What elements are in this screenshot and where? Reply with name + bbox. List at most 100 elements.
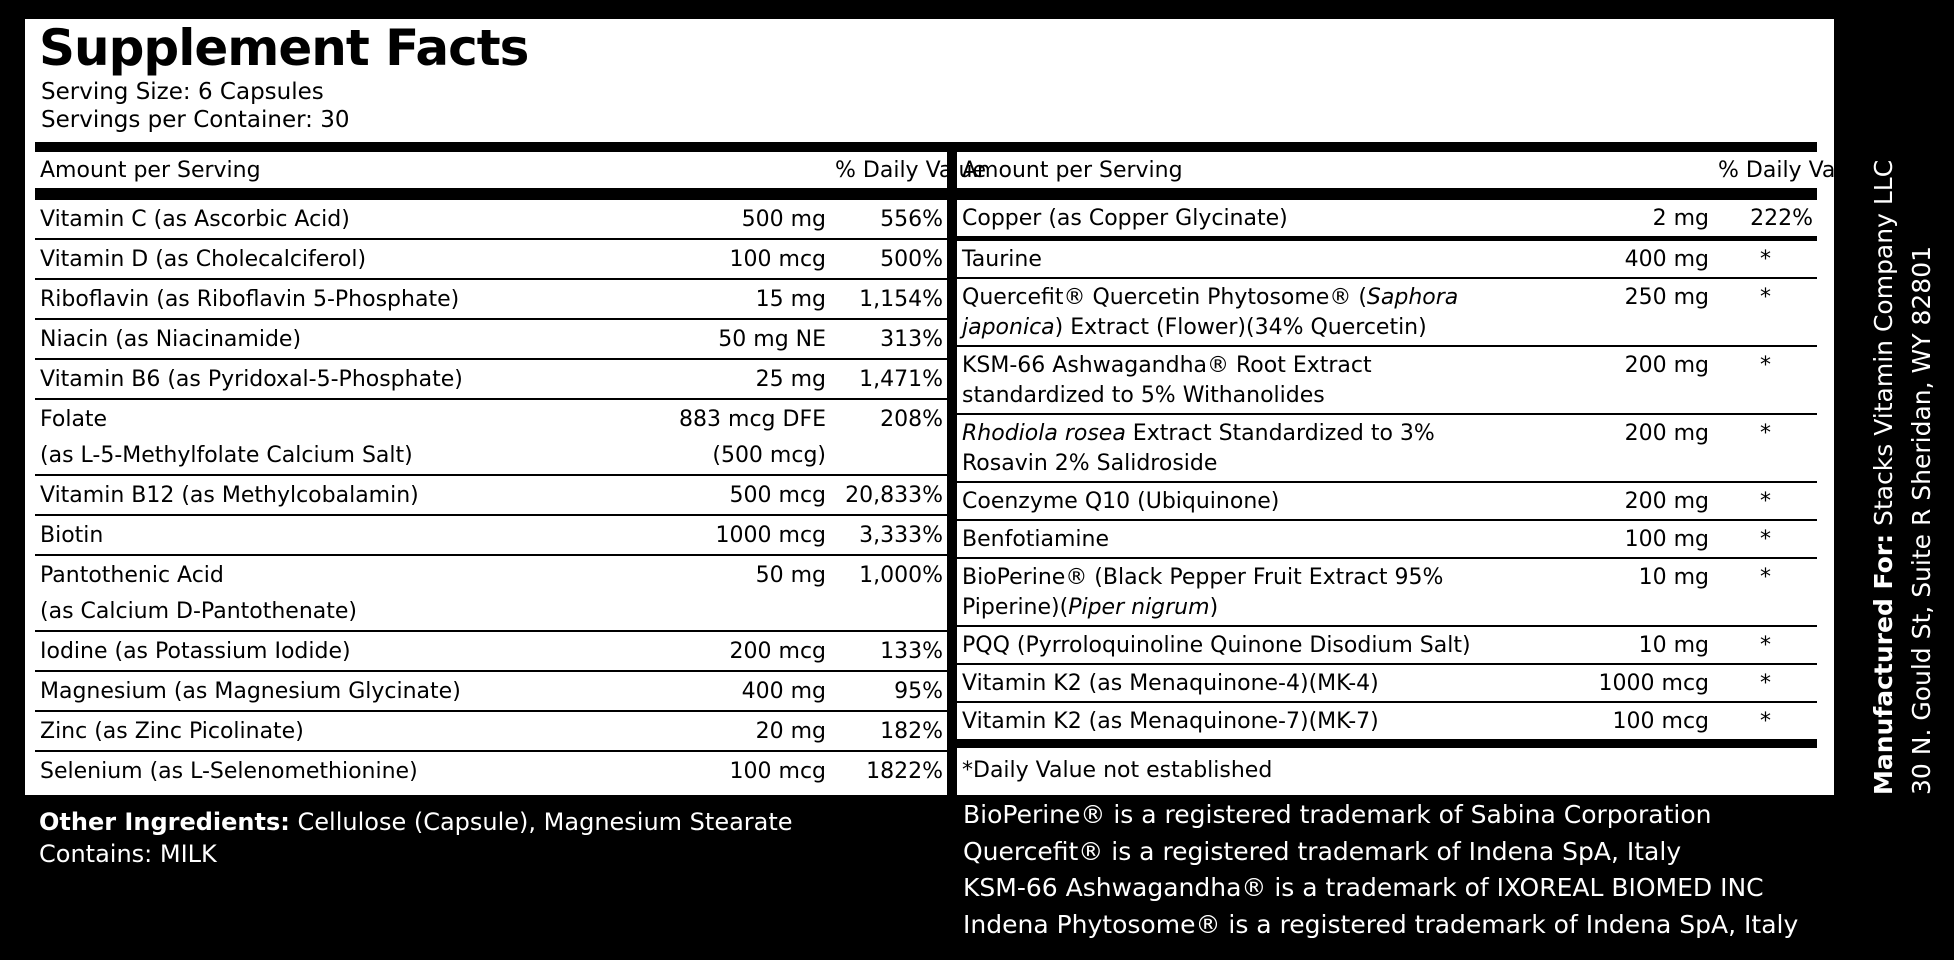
nutrient-row: Benfotiamine 100 mg * [957,520,1818,559]
daily-value: 1822% [866,759,944,784]
trademark: Quercefit® is a registered trademark of … [963,836,1682,866]
cell-text: 100 mcg [1612,709,1710,734]
daily-value: 1,000% [830,555,948,632]
nutrient-amount: 10 mg [1567,558,1714,627]
daily-value: 313% [830,319,948,360]
italic-segment: Rhodiola rosea [962,421,1126,446]
text-line: Folate [40,402,606,438]
line-text: Vitamin B6 (as Pyridoxal-5-Phosphate) [40,367,463,392]
segment: ) [1209,595,1219,620]
nutrient-row: Rhodiola rosea Extract Standardized to 3… [957,414,1818,483]
daily-value: * [1713,664,1818,703]
daily-value: * [1713,626,1818,665]
nutrient-name: BioPerine® (Black Pepper Fruit Extract 9… [957,558,1567,627]
cell-text: 25 mg [755,367,827,392]
nutrient-row: Vitamin K2 (as Menaquinone-7)(MK-7) 100 m… [957,702,1818,748]
manufacturer: Manufactured For: Stacks Vitamin Company… [1865,35,1945,795]
nutrient-name: Vitamin K2 (as Menaquinone-4)(MK-4) [957,664,1567,703]
text-line: Magnesium (as Magnesium Glycinate) [40,674,606,710]
text-line: Vitamin K2 (as Menaquinone-4)(MK-4) [962,669,1563,699]
line-text: BioPerine® (Black Pepper Fruit Extract 9… [962,565,1444,590]
manufacturer-line: Manufactured For: Stacks Vitamin Company… [1865,35,1903,795]
text-line: Rosavin 2% Salidroside [962,449,1563,479]
line-text: Folate [40,407,108,432]
nutrient-name: Benfotiamine [957,520,1567,559]
line-text: Rosavin 2% Salidroside [962,451,1218,476]
nutrient-row: Vitamin B6 (as Pyridoxal-5-Phosphate) 25 … [35,359,948,400]
nutrient-row: Iodine (as Potassium Iodide) 200 mcg 133% [35,631,948,672]
servings-per-container: Servings per Container: 30 [41,107,350,133]
text-line: Rhodiola rosea Extract Standardized to 3… [962,419,1563,449]
line-text: Vitamin C (as Ascorbic Acid) [40,207,350,232]
daily-value: * [1713,520,1818,559]
segment: Quercefit® Quercetin Phytosome® ( [962,285,1367,310]
daily-value: 500% [830,239,948,280]
segment: ) Extract (Flower)(34% Quercetin) [1054,315,1427,340]
nutrient-amount: 100 mcg [610,239,831,280]
nutrient-row: PQQ (Pyrroloquinoline Quinone Disodium S… [957,626,1818,665]
nutrient-row: Vitamin K2 (as Menaquinone-4)(MK-4) 1000 … [957,664,1818,703]
nutrient-name: Vitamin B12 (as Methylcobalamin) [35,475,610,516]
nutrient-name: Riboflavin (as Riboflavin 5-Phosphate) [35,279,610,320]
cell-text: 400 mg [741,679,827,704]
nutrient-row: Biotin 1000 mcg 3,333% [35,515,948,556]
nutrient-name: Folate (as L-5-Methylfolate Calcium Salt) [35,399,610,476]
nutrient-amount: 250 mg [1567,278,1714,347]
text-line: Zinc (as Zinc Picolinate) [40,714,606,750]
segment: Extract Standardized to 3% [1125,421,1435,446]
cell-text: 400 mg [1624,247,1710,272]
italic-segment: Piper nigrum [1068,595,1210,620]
italic-segment: Saphora [1366,285,1459,310]
daily-value: 20,833% [830,475,948,516]
nutrient-amount: 100 mcg [1567,702,1714,748]
daily-value: 95% [830,671,948,712]
nutrient-amount: 1000 mcg [610,515,831,556]
nutrient-row: Riboflavin (as Riboflavin 5-Phosphate) 15… [35,279,948,320]
text-line: PQQ (Pyrroloquinoline Quinone Disodium S… [962,631,1563,661]
daily-value: 133% [830,631,948,672]
line-text: Niacin (as Niacinamide) [40,327,302,352]
trademark: BioPerine® is a registered trademark of … [963,800,1712,829]
manufacturer-name: Stacks Vitamin Company LLC [1869,159,1898,526]
nutrient-amount: 883 mcg DFE (500 mcg) [610,399,831,476]
left-table: Amount per Serving% Daily Value Vitamin C… [35,152,986,790]
text-line: Pantothenic Acid [40,558,606,594]
text-line: KSM-66 Ashwagandha® Root Extract [962,351,1563,381]
nutrient-row: Vitamin B12 (as Methylcobalamin) 500 mcg 2… [35,475,948,516]
thick-rule [35,142,1817,152]
segment: Piperine)( [962,595,1069,620]
nutrient-name: Vitamin B6 (as Pyridoxal-5-Phosphate) [35,359,610,400]
nutrient-row: Folate (as L-5-Methylfolate Calcium Salt)… [35,399,948,476]
cell-text: 200 mcg [729,639,827,664]
nutrient-name: Zinc (as Zinc Picolinate) [35,711,610,752]
nutrient-row: Magnesium (as Magnesium Glycinate) 400 mg… [35,671,948,712]
daily-value: 556% [830,194,948,240]
text-line: (as Calcium D-Pantothenate) [40,594,606,630]
line-text: Vitamin K2 (as Menaquinone-4)(MK-4) [962,671,1379,696]
nutrient-name: Copper (as Copper Glycinate) [957,194,1567,241]
text-line: Quercefit® Quercetin Phytosome® (Saphora [962,283,1563,313]
nutrient-row: Vitamin C (as Ascorbic Acid) 500 mg 556% [35,194,948,240]
daily-value: 208% [830,399,948,476]
nutrient-amount: 20 mg [610,711,831,752]
cell-text: 10 mg [1638,633,1710,658]
text-line: Benfotiamine [962,525,1563,555]
other-ingredients: Other Ingredients: Cellulose (Capsule), … [39,806,793,870]
nutrient-amount: 100 mg [1567,520,1714,559]
line-text: (as L-5-Methylfolate Calcium Salt) [40,443,413,468]
nutrient-name: Taurine [957,238,1567,279]
nutrient-amount: 1000 mcg [1567,664,1714,703]
cell-text: 20 mg [755,719,827,744]
text-line: Piperine)(Piper nigrum) [962,593,1563,623]
column-header: Amount per Serving [35,152,831,200]
text-line: Vitamin B12 (as Methylcobalamin) [40,478,606,514]
column-header: % Daily Value [1713,152,1869,200]
nutrient-amount: 100 mcg [610,751,830,790]
nutrient-row: Zinc (as Zinc Picolinate) 20 mg 182% [35,711,948,752]
nutrient-amount: 200 mg [1567,482,1714,521]
text-line: Coenzyme Q10 (Ubiquinone) [962,487,1563,517]
line-text: Iodine (as Potassium Iodide) [40,639,351,664]
text-line: standardized to 5% Withanolides [962,381,1563,411]
nutrient-amount: 10 mg [1567,626,1714,665]
nutrient-amount: 50 mg NE [610,319,831,360]
